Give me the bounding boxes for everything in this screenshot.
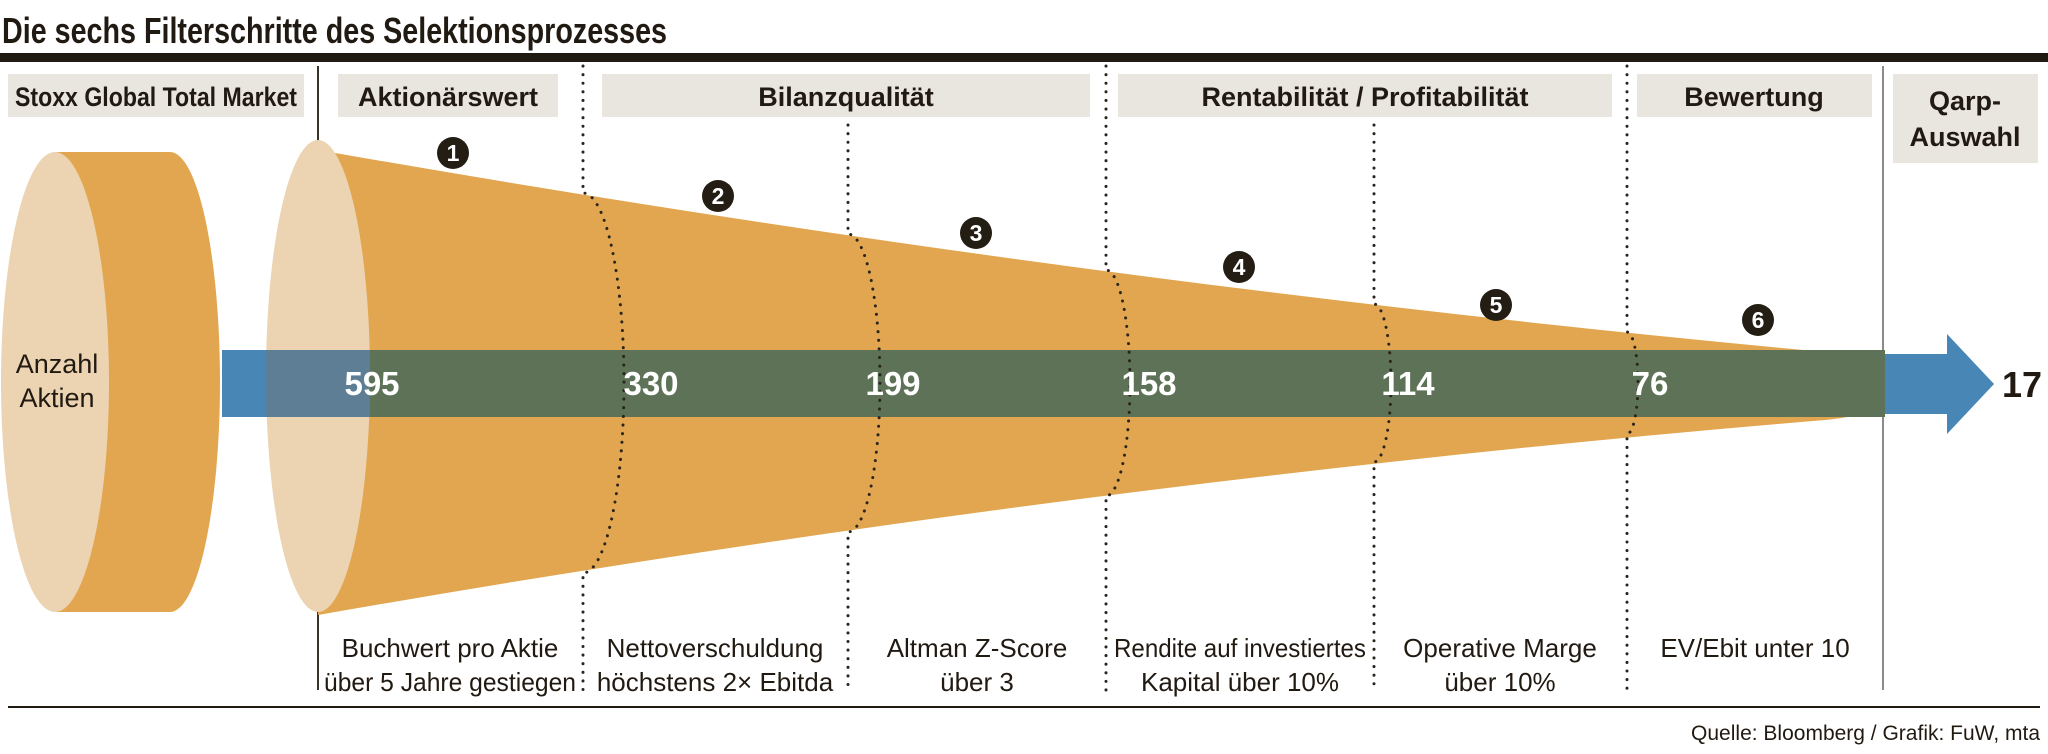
cylinder-label-line2: Aktien: [19, 383, 94, 413]
header-box-aktionaerswert: [338, 74, 558, 117]
criterion-6-line1: EV/Ebit unter 10: [1660, 633, 1849, 663]
header-qarp-line2: Auswahl: [1909, 122, 2020, 152]
step-separators: [581, 64, 1640, 692]
header-qarp-line1: Qarp-: [1929, 86, 2001, 116]
separator-step-2-3: [846, 123, 882, 692]
criteria-labels: Buchwert pro Aktie über 5 Jahre gestiege…: [324, 633, 1850, 697]
count-step-6: 76: [1632, 365, 1669, 402]
header-rentabilitaet: Rentabilität / Profitabilität: [1201, 82, 1528, 112]
criterion-3-line2: über 3: [940, 667, 1014, 697]
header-box-bewertung: [1637, 74, 1872, 117]
step-6-badge-number: 6: [1752, 307, 1765, 333]
cylinder-label-line1: Anzahl: [16, 349, 99, 379]
step-6-badge-circle: [1742, 304, 1774, 336]
separator-step-4-5: [1372, 123, 1393, 692]
header-bilanzqualitaet: Bilanzqualität: [758, 82, 934, 112]
criterion-4-line1: Rendite auf investiertes: [1114, 633, 1366, 663]
count-step-2: 330: [623, 365, 678, 402]
cylinder-face: [1, 152, 109, 612]
step-1-badge-number: 1: [447, 140, 460, 166]
count-step-5: 114: [1381, 365, 1435, 402]
step-5-badge: 5: [1480, 289, 1512, 321]
header-box-bilanzqualitaet: [602, 74, 1090, 117]
criterion-5-line1: Operative Marge: [1403, 633, 1597, 663]
criterion-2-line2: höchstens 2× Ebitda: [597, 667, 834, 697]
band-green-segment: [370, 350, 1885, 417]
step-3-badge-circle: [960, 217, 992, 249]
separator-step-5-6: [1625, 64, 1640, 692]
band-over-face-segment: [266, 350, 370, 417]
top-rule: [0, 53, 2048, 62]
criterion-4-line2: Kapital über 10%: [1141, 667, 1339, 697]
header-box-rentabilitaet: [1118, 74, 1612, 117]
bottom-rule: [8, 706, 2040, 708]
arrow-shaft: [1885, 354, 1947, 414]
step-4-badge-number: 4: [1233, 254, 1246, 280]
chart-title: Die sechs Filterschritte des Selektionsp…: [2, 10, 667, 51]
step-3-badge-number: 3: [970, 220, 983, 246]
count-band: [222, 350, 1885, 417]
step-5-badge-circle: [1480, 289, 1512, 321]
band-blue-segment: [222, 350, 266, 417]
criterion-2-line1: Nettoverschuldung: [607, 633, 824, 663]
step-5-badge-number: 5: [1490, 292, 1503, 318]
criterion-5-line2: über 10%: [1444, 667, 1555, 697]
step-2-badge: 2: [702, 180, 734, 212]
separator-step-1-2: [581, 64, 626, 692]
universe-cylinder: Anzahl Aktien: [1, 152, 220, 612]
count-step-4: 158: [1121, 365, 1176, 402]
step-badges: 1 2 3 4 5 6: [437, 137, 1774, 336]
header-row: Stoxx Global Total Market Aktionärswert …: [8, 74, 2038, 163]
step-4-badge: 4: [1223, 251, 1255, 283]
header-universe: Stoxx Global Total Market: [15, 82, 297, 112]
count-step-1: 595: [344, 365, 399, 402]
criterion-3-line1: Altman Z-Score: [887, 633, 1068, 663]
header-aktionaerswert: Aktionärswert: [358, 82, 538, 112]
count-step-3: 199: [865, 365, 920, 402]
step-3-badge: 3: [960, 217, 992, 249]
header-box-qarp: [1893, 74, 2038, 163]
step-6-badge: 6: [1742, 304, 1774, 336]
step-1-badge: 1: [437, 137, 469, 169]
criterion-1-line2: über 5 Jahre gestiegen: [324, 667, 576, 697]
result-arrow: 17: [1885, 334, 2042, 434]
band-counts: 595 330 199 158 114 76: [344, 365, 1668, 402]
step-1-badge-circle: [437, 137, 469, 169]
step-2-badge-number: 2: [712, 183, 725, 209]
criterion-1-line1: Buchwert pro Aktie: [342, 633, 559, 663]
header-bewertung: Bewertung: [1684, 82, 1824, 112]
header-box-universe: [8, 74, 304, 117]
source-credit: Quelle: Bloomberg / Grafik: FuW, mta: [1691, 722, 2040, 745]
arrow-head-icon: [1947, 334, 1994, 434]
step-2-badge-circle: [702, 180, 734, 212]
final-count: 17: [2002, 364, 2042, 405]
step-4-badge-circle: [1223, 251, 1255, 283]
